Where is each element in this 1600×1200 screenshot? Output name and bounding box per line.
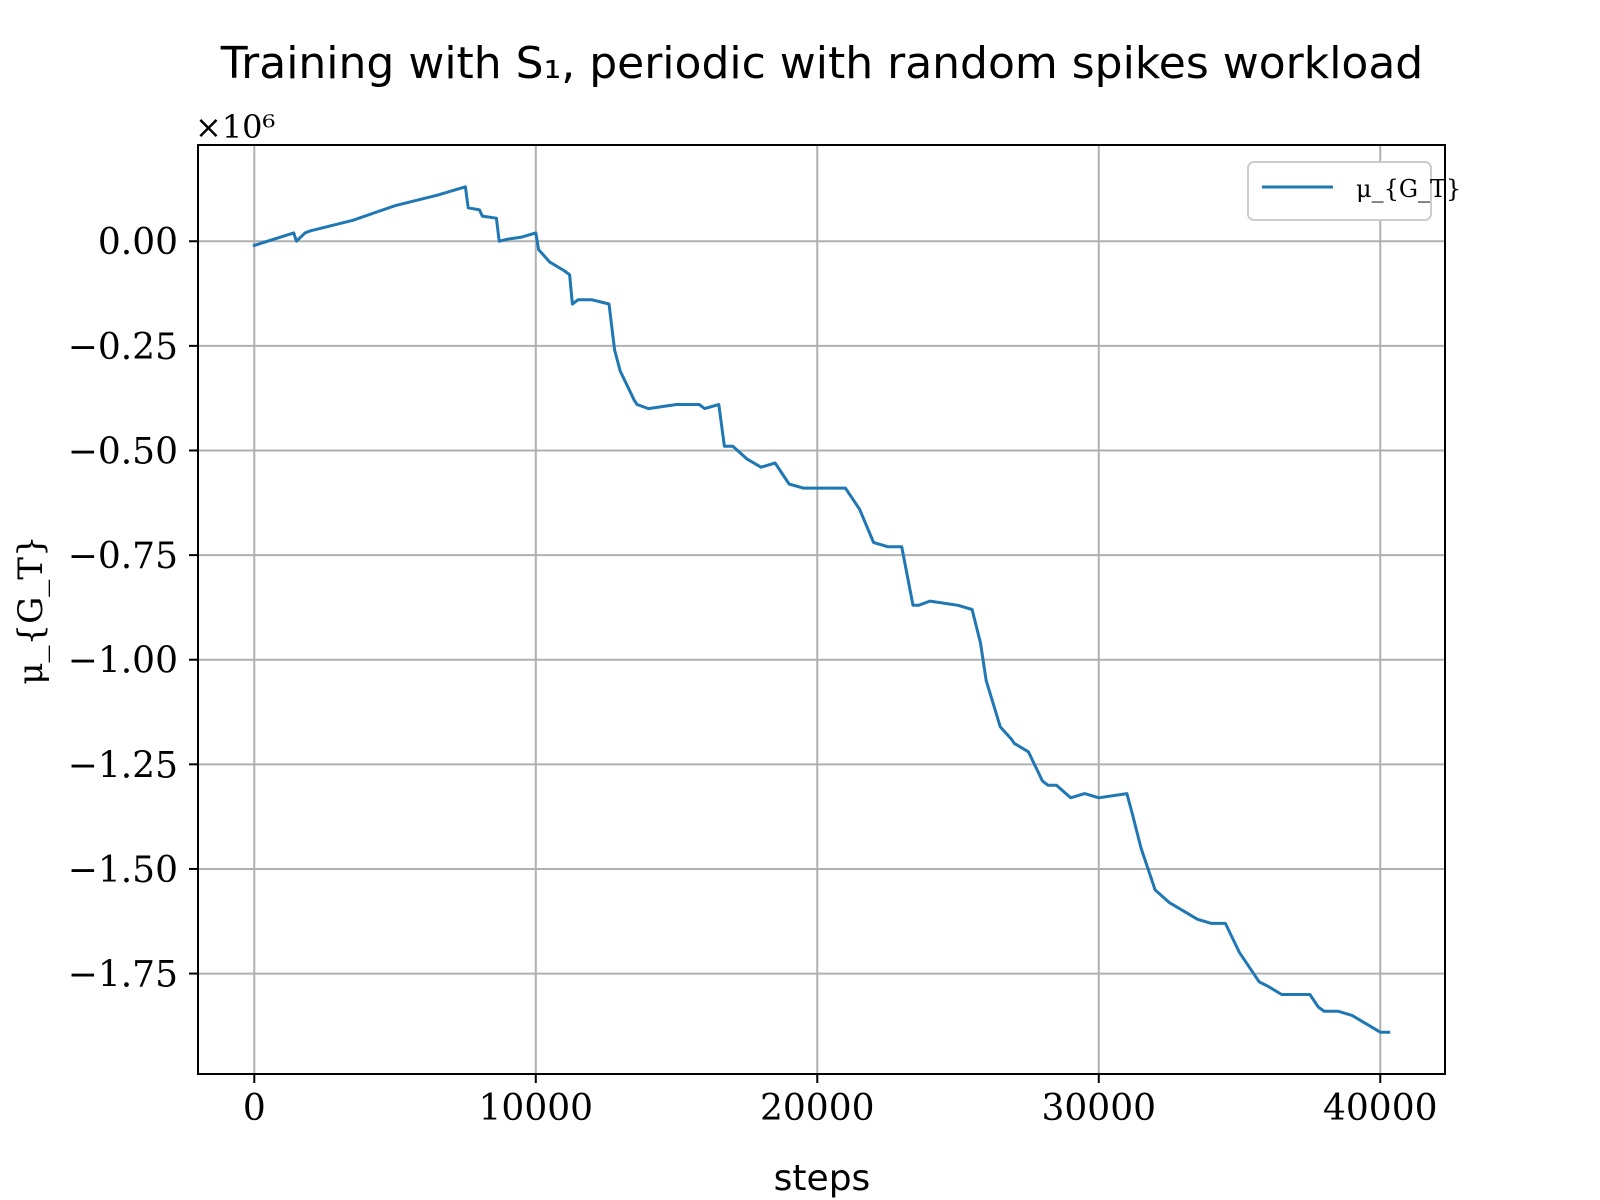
- y-tick-label: −0.75: [68, 536, 178, 577]
- x-tick-label: 30000: [1042, 1088, 1157, 1129]
- legend-box: [1247, 161, 1432, 221]
- y-tick-label: −1.00: [68, 641, 178, 682]
- y-tick-label: −1.75: [68, 955, 178, 996]
- y-multiplier-label: ×10⁶: [195, 108, 275, 146]
- series-line: [252, 185, 1391, 1034]
- x-tick-label: 20000: [760, 1088, 875, 1129]
- y-tick-label: −0.50: [68, 431, 178, 472]
- x-tick-label: 40000: [1323, 1088, 1438, 1129]
- x-tick-label: 10000: [479, 1088, 594, 1129]
- x-tick-label: 0: [243, 1088, 266, 1129]
- y-tick-label: −0.25: [68, 327, 178, 368]
- y-axis-label: μ_{G_T}: [11, 535, 51, 684]
- x-axis: 0 10000 20000 30000 40000: [243, 1074, 1438, 1129]
- grid: [198, 145, 1445, 1074]
- y-tick-label: 0.00: [98, 222, 178, 263]
- y-axis: 0.00 −0.25 −0.50 −0.75 −1.00 −1.25 −1.50 −1.75: [68, 222, 198, 996]
- y-tick-label: −1.50: [68, 850, 178, 891]
- legend: μ_{G_T}: [1247, 161, 1461, 221]
- legend-label: μ_{G_T}: [1356, 175, 1461, 203]
- chart-title: Training with S₁, periodic with random s…: [220, 38, 1424, 89]
- x-axis-label: steps: [774, 1158, 871, 1199]
- plot-frame: [197, 144, 1446, 1075]
- y-tick-label: −1.25: [68, 745, 178, 786]
